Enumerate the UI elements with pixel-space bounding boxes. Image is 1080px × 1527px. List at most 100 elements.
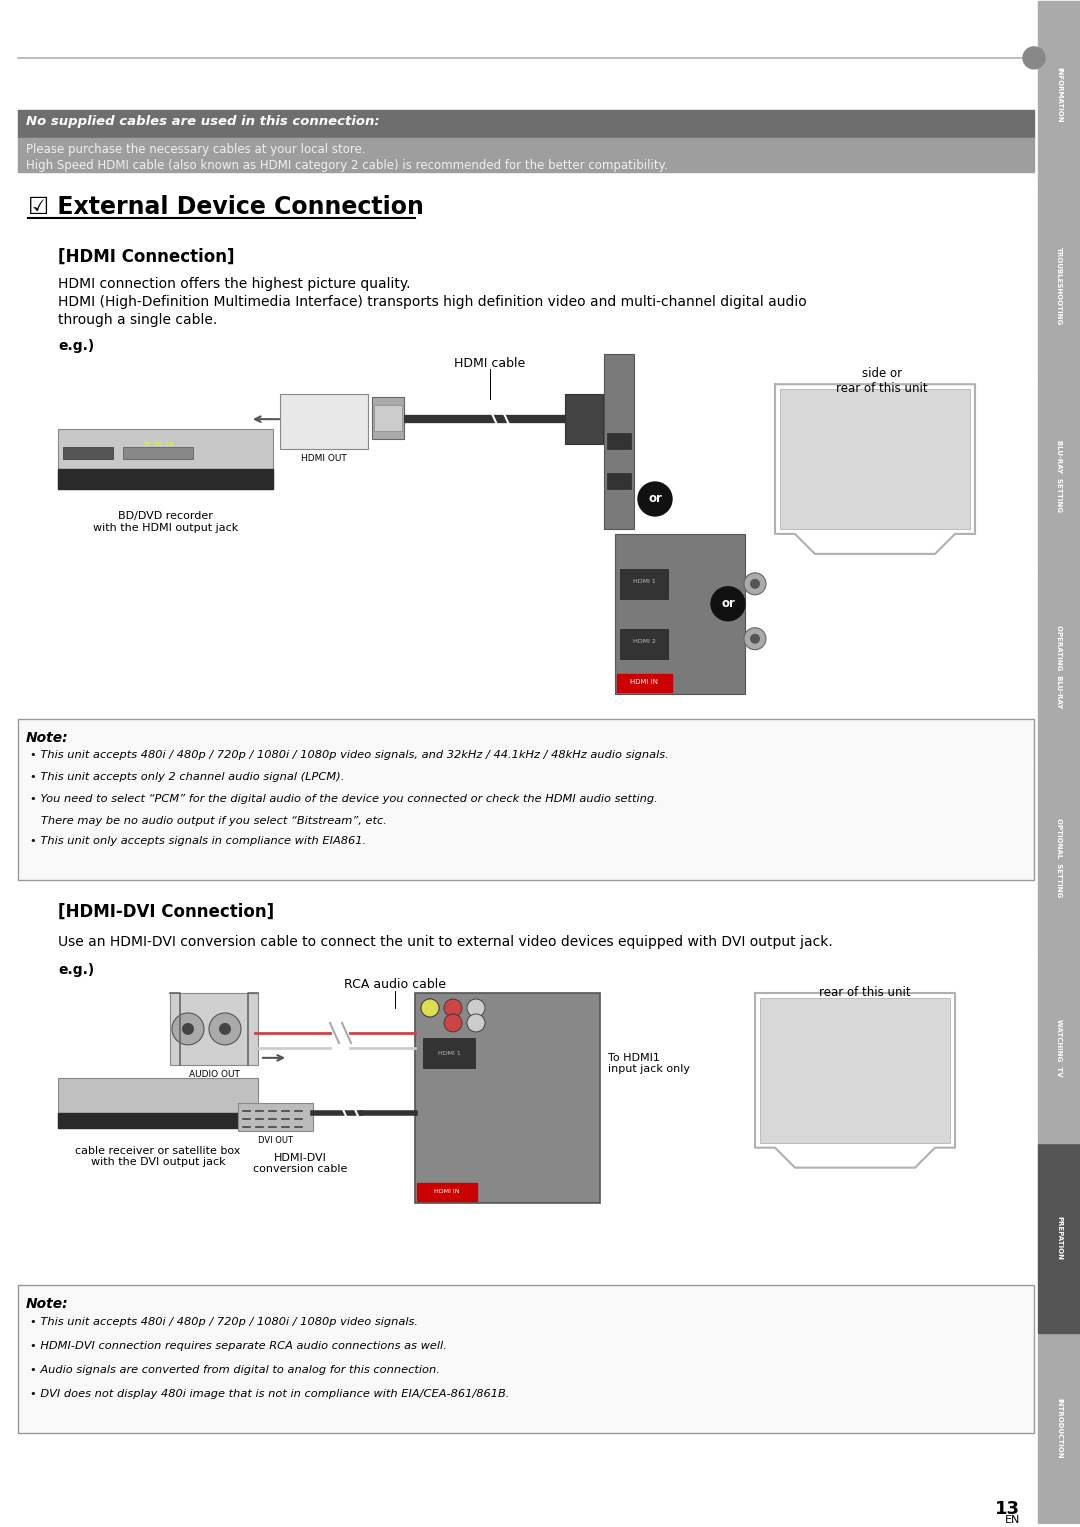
Text: e.g.): e.g.) — [58, 339, 94, 353]
Circle shape — [638, 483, 672, 516]
Bar — [615, 534, 745, 693]
Text: cable receiver or satellite box
with the DVI output jack: cable receiver or satellite box with the… — [76, 1145, 241, 1167]
Bar — [238, 1102, 313, 1130]
Text: HDMI 2: HDMI 2 — [633, 640, 656, 644]
Bar — [423, 1038, 475, 1067]
Bar — [607, 473, 631, 489]
Bar — [18, 110, 1034, 137]
Bar — [1038, 2, 1080, 191]
Text: or: or — [721, 597, 734, 611]
Circle shape — [750, 634, 760, 644]
Text: High Speed HDMI cable (also known as HDMI category 2 cable) is recommended for t: High Speed HDMI cable (also known as HDM… — [26, 159, 667, 173]
Text: 13: 13 — [995, 1500, 1020, 1518]
Text: HDMI OUT: HDMI OUT — [301, 454, 347, 463]
Text: HDMI 1: HDMI 1 — [437, 1051, 460, 1055]
Text: • This unit only accepts signals in compliance with EIA861.: • This unit only accepts signals in comp… — [30, 837, 366, 846]
Text: • You need to select “PCM” for the digital audio of the device you connected or : • You need to select “PCM” for the digit… — [30, 794, 658, 805]
Circle shape — [744, 573, 766, 596]
Bar — [58, 1078, 258, 1128]
Circle shape — [421, 999, 438, 1017]
Text: PREPATION: PREPATION — [1056, 1215, 1062, 1260]
Text: AUDIO OUT: AUDIO OUT — [189, 1070, 240, 1080]
Text: • HDMI-DVI connection requires separate RCA audio connections as well.: • HDMI-DVI connection requires separate … — [30, 1341, 447, 1351]
Circle shape — [421, 999, 438, 1017]
Text: DVI OUT: DVI OUT — [258, 1136, 293, 1145]
Bar — [374, 405, 402, 431]
Text: [HDMI Connection]: [HDMI Connection] — [58, 247, 234, 266]
Bar — [1038, 1144, 1080, 1333]
Text: HDMI IN: HDMI IN — [630, 678, 658, 684]
Text: HDMI-DVI
conversion cable: HDMI-DVI conversion cable — [253, 1153, 347, 1174]
Text: 56:38:24: 56:38:24 — [143, 441, 174, 447]
Bar — [780, 389, 970, 528]
Text: • DVI does not display 480i image that is not in compliance with EIA/CEA-861/861: • DVI does not display 480i image that i… — [30, 1390, 510, 1399]
Text: Note:: Note: — [26, 730, 69, 745]
Circle shape — [444, 999, 462, 1017]
Text: HDMI 1: HDMI 1 — [633, 579, 656, 585]
Text: HDMI connection offers the highest picture quality.: HDMI connection offers the highest pictu… — [58, 278, 410, 292]
Bar — [58, 429, 273, 489]
Text: • This unit accepts only 2 channel audio signal (LPCM).: • This unit accepts only 2 channel audio… — [30, 773, 345, 782]
Bar — [18, 719, 1034, 880]
Text: • This unit accepts 480i / 480p / 720p / 1080i / 1080p video signals.: • This unit accepts 480i / 480p / 720p /… — [30, 1318, 418, 1327]
Text: BD/DVD recorder
with the HDMI output jack: BD/DVD recorder with the HDMI output jac… — [93, 512, 238, 533]
Text: There may be no audio output if you select “Bitstream”, etc.: There may be no audio output if you sele… — [30, 817, 387, 826]
Text: TROUBLESHOOTING: TROUBLESHOOTING — [1056, 247, 1062, 325]
Bar — [607, 434, 631, 449]
Bar — [1038, 191, 1080, 380]
Text: HDMI cable: HDMI cable — [455, 357, 526, 370]
Text: OPTIONAL  SETTING: OPTIONAL SETTING — [1056, 817, 1062, 896]
Bar — [18, 1286, 1034, 1434]
Circle shape — [467, 1014, 485, 1032]
Text: OPERATING  BLU-RAY: OPERATING BLU-RAY — [1056, 625, 1062, 709]
Circle shape — [219, 1023, 231, 1035]
Text: EN: EN — [1004, 1515, 1020, 1525]
Bar — [760, 999, 950, 1142]
Text: INFORMATION: INFORMATION — [1056, 67, 1062, 124]
Text: or: or — [648, 493, 662, 505]
Bar — [18, 137, 1034, 171]
Text: HDMI IN: HDMI IN — [434, 1190, 460, 1194]
Text: • This unit accepts 480i / 480p / 720p / 1080i / 1080p video signals, and 32kHz : • This unit accepts 480i / 480p / 720p /… — [30, 750, 669, 760]
Bar — [565, 394, 603, 444]
Bar — [415, 993, 600, 1203]
Circle shape — [711, 586, 745, 621]
Circle shape — [750, 579, 760, 589]
Bar — [620, 629, 669, 658]
Text: [HDMI-DVI Connection]: [HDMI-DVI Connection] — [58, 902, 274, 921]
Circle shape — [183, 1023, 194, 1035]
Bar — [372, 397, 404, 440]
Circle shape — [172, 1012, 204, 1044]
Bar — [280, 394, 368, 449]
Text: Please purchase the necessary cables at your local store.: Please purchase the necessary cables at … — [26, 144, 366, 156]
Circle shape — [744, 628, 766, 649]
Text: To HDMI1
input jack only: To HDMI1 input jack only — [608, 1054, 690, 1075]
Text: RCA audio cable: RCA audio cable — [345, 977, 446, 991]
Bar — [417, 1182, 477, 1200]
Bar — [1038, 382, 1080, 571]
Bar — [63, 447, 113, 460]
Bar — [58, 1113, 258, 1128]
Circle shape — [210, 1012, 241, 1044]
Text: Use an HDMI-DVI conversion cable to connect the unit to external video devices e: Use an HDMI-DVI conversion cable to conn… — [58, 935, 833, 950]
Bar — [1038, 573, 1080, 762]
Text: No supplied cables are used in this connection:: No supplied cables are used in this conn… — [26, 115, 380, 128]
Text: rear of this unit: rear of this unit — [820, 986, 910, 999]
Text: Note:: Note: — [26, 1298, 69, 1312]
Text: INTRODUCTION: INTRODUCTION — [1056, 1399, 1062, 1458]
Bar — [1038, 1335, 1080, 1524]
Bar — [170, 993, 258, 1064]
Bar — [604, 354, 634, 528]
Text: WATCHING  TV: WATCHING TV — [1056, 1019, 1062, 1077]
Text: • Audio signals are converted from digital to analog for this connection.: • Audio signals are converted from digit… — [30, 1365, 440, 1376]
Text: ☑ External Device Connection: ☑ External Device Connection — [28, 194, 423, 218]
Text: side or
rear of this unit: side or rear of this unit — [836, 368, 928, 395]
Bar — [58, 469, 273, 489]
Circle shape — [467, 999, 485, 1017]
Text: through a single cable.: through a single cable. — [58, 313, 217, 327]
Bar — [1038, 764, 1080, 953]
Text: e.g.): e.g.) — [58, 964, 94, 977]
Bar — [123, 447, 193, 460]
Text: HDMI (High-Definition Multimedia Interface) transports high definition video and: HDMI (High-Definition Multimedia Interfa… — [58, 295, 807, 310]
Circle shape — [1023, 47, 1045, 69]
